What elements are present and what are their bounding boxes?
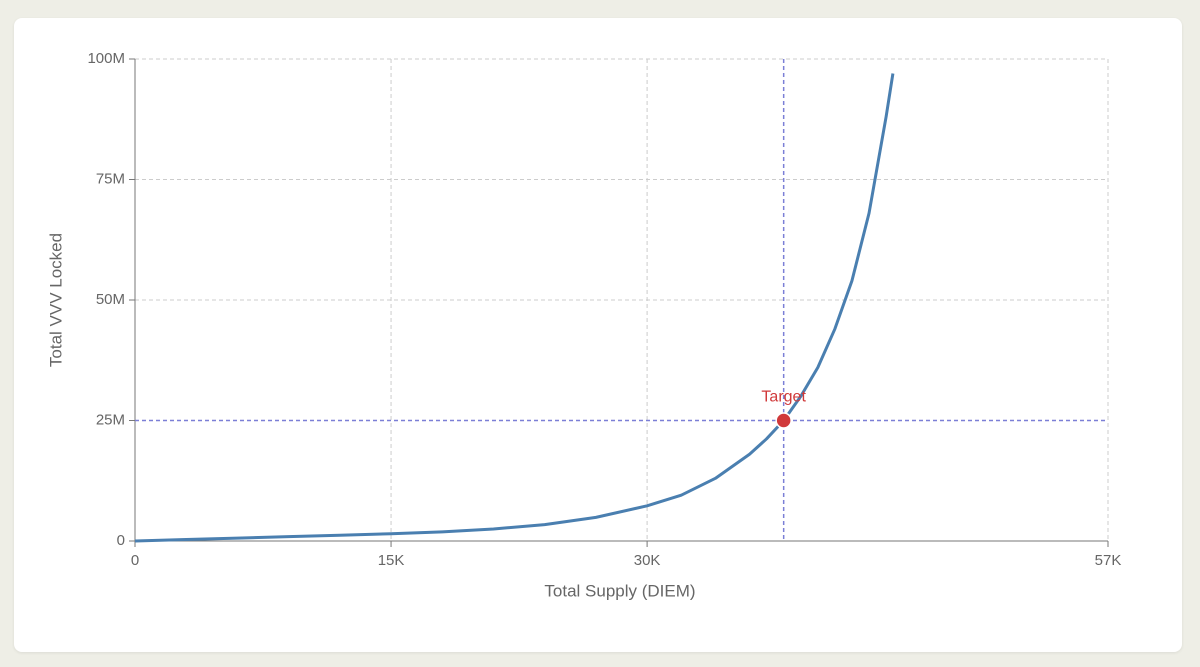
- target-point: [775, 412, 792, 429]
- line-series: [134, 73, 895, 543]
- x-tick-label: 30K: [634, 552, 661, 569]
- y-tick-label: 50M: [96, 291, 125, 308]
- card: [14, 18, 1182, 652]
- target-label: Target: [761, 389, 806, 406]
- y-tick-label: 0: [117, 532, 125, 549]
- x-tick-label: 15K: [378, 552, 405, 569]
- x-axis-label: Total Supply (DIEM): [544, 581, 695, 600]
- x-tick-label: 57K: [1095, 552, 1122, 569]
- y-tick-label: 100M: [87, 50, 125, 67]
- y-tick-label: 75M: [96, 170, 125, 187]
- y-axis-label: Total VVV Locked: [46, 233, 65, 367]
- y-tick-label: 25M: [96, 411, 125, 428]
- x-tick-label: 0: [131, 552, 139, 569]
